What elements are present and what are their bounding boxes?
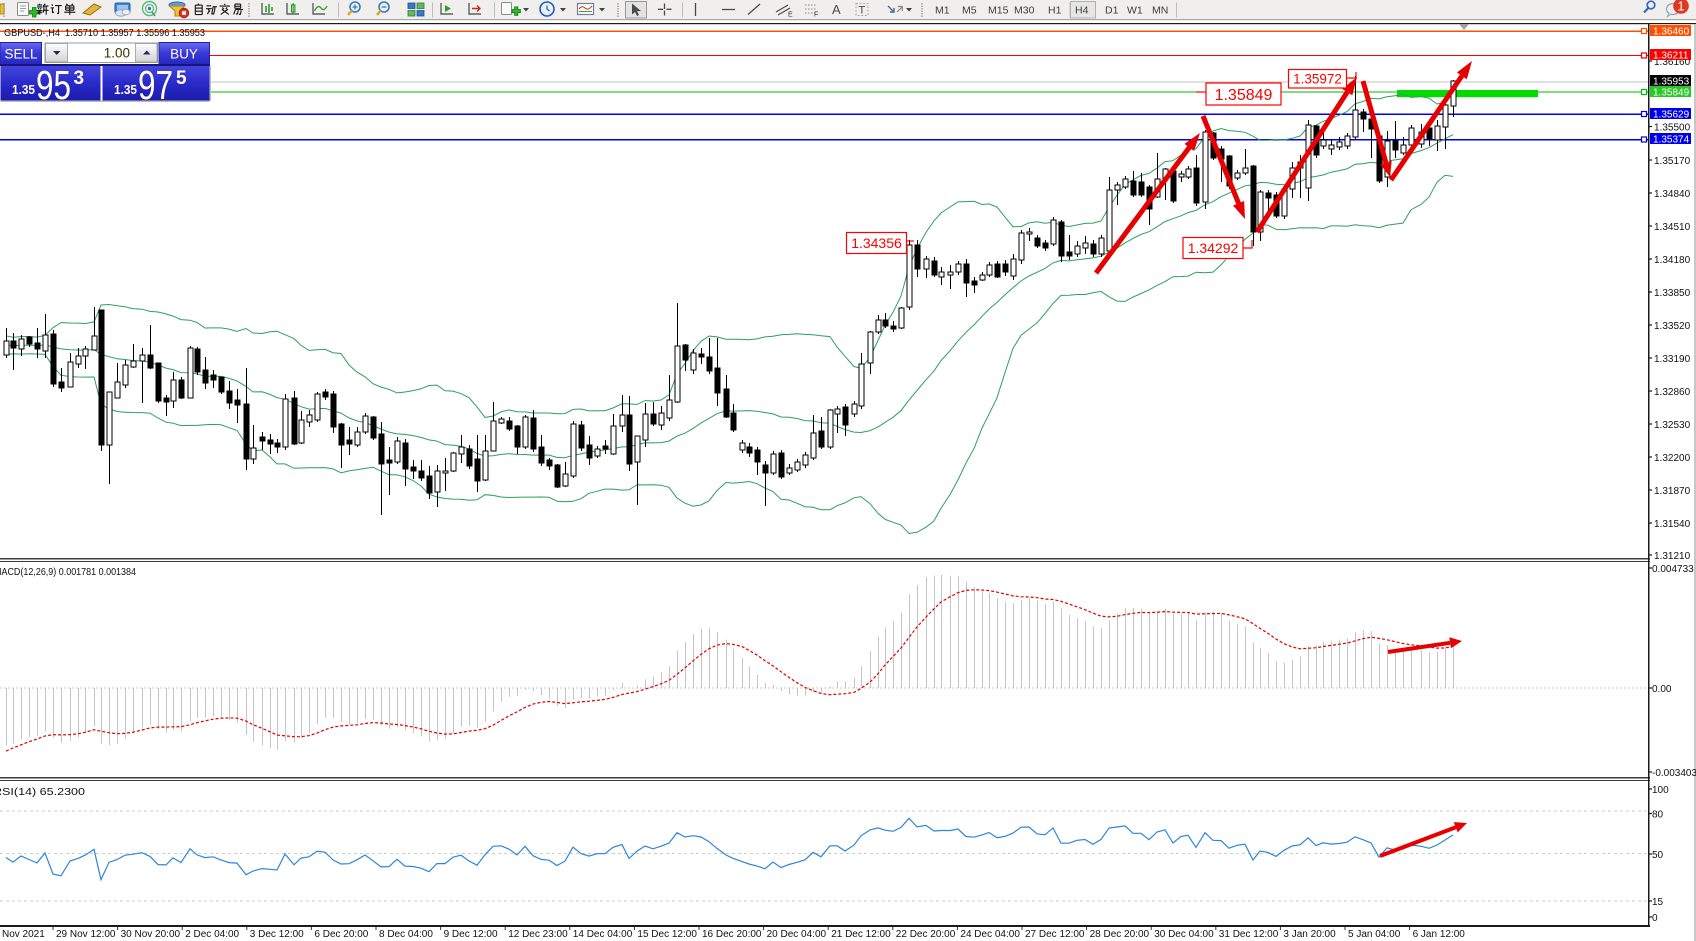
svg-text:1.35953: 1.35953 <box>1653 77 1690 88</box>
svg-text:1.33520: 1.33520 <box>1654 321 1691 332</box>
svg-text:50: 50 <box>1652 850 1664 861</box>
svg-text:1.34180: 1.34180 <box>1654 255 1691 266</box>
svg-text:MN: MN <box>1152 5 1168 17</box>
svg-text:E: E <box>788 12 793 19</box>
svg-text:9 Dec 12:00: 9 Dec 12:00 <box>444 929 498 940</box>
svg-text:1.34292: 1.34292 <box>1188 240 1239 256</box>
svg-text:1.34356: 1.34356 <box>851 235 902 251</box>
svg-text:1.00: 1.00 <box>104 46 130 61</box>
svg-text:31 Dec 12:00: 31 Dec 12:00 <box>1219 929 1279 940</box>
svg-text:1.36211: 1.36211 <box>1653 51 1689 62</box>
svg-text:MACD(12,26,9) 0.001781 0.00138: MACD(12,26,9) 0.001781 0.001384 <box>0 566 136 578</box>
svg-text:24 Dec 04:00: 24 Dec 04:00 <box>960 929 1020 940</box>
svg-text:Nov 2021: Nov 2021 <box>2 929 45 940</box>
svg-text:0: 0 <box>1652 913 1658 924</box>
svg-text:97: 97 <box>138 62 173 108</box>
svg-text:RSI(14) 65.2300: RSI(14) 65.2300 <box>0 786 85 798</box>
svg-text:T: T <box>859 5 866 17</box>
svg-text:D1: D1 <box>1105 5 1119 17</box>
svg-text:1.33190: 1.33190 <box>1654 354 1691 365</box>
svg-text:5 Jan 04:00: 5 Jan 04:00 <box>1348 929 1401 940</box>
svg-text:1: 1 <box>1678 0 1685 14</box>
svg-text:1.32530: 1.32530 <box>1654 420 1691 431</box>
svg-text:22 Dec 20:00: 22 Dec 20:00 <box>896 929 956 940</box>
svg-text:W1: W1 <box>1127 5 1143 17</box>
svg-text:H1: H1 <box>1048 5 1062 17</box>
svg-text:1.35500: 1.35500 <box>1654 123 1691 134</box>
svg-text:1.32200: 1.32200 <box>1654 453 1691 464</box>
svg-text:F: F <box>814 12 818 19</box>
svg-text:1.35849: 1.35849 <box>1215 87 1273 104</box>
svg-text:15: 15 <box>1652 897 1664 908</box>
svg-text:8 Dec 04:00: 8 Dec 04:00 <box>379 929 433 940</box>
svg-text:1.31210: 1.31210 <box>1654 551 1691 562</box>
svg-text:14 Dec 04:00: 14 Dec 04:00 <box>573 929 633 940</box>
svg-text:1.35: 1.35 <box>12 82 35 97</box>
svg-text:1.36160: 1.36160 <box>1654 57 1691 68</box>
svg-text:M5: M5 <box>962 5 977 17</box>
svg-text:1.35374: 1.35374 <box>1653 135 1690 146</box>
svg-text:20 Dec 04:00: 20 Dec 04:00 <box>767 929 827 940</box>
svg-text:30 Dec 04:00: 30 Dec 04:00 <box>1154 929 1214 940</box>
svg-text:30 Nov 20:00: 30 Nov 20:00 <box>121 929 181 940</box>
svg-text:1.33850: 1.33850 <box>1654 288 1691 299</box>
svg-text:5: 5 <box>176 68 187 89</box>
svg-text:1.31540: 1.31540 <box>1654 519 1691 530</box>
svg-text:SELL: SELL <box>4 47 38 62</box>
svg-text:1.32860: 1.32860 <box>1654 387 1691 398</box>
svg-text:0.004733: 0.004733 <box>1652 564 1694 575</box>
svg-text:95: 95 <box>36 62 71 108</box>
svg-text:1.35: 1.35 <box>114 82 137 97</box>
svg-text:21 Dec 12:00: 21 Dec 12:00 <box>831 929 891 940</box>
svg-text:M30: M30 <box>1014 5 1035 17</box>
svg-text:28 Dec 20:00: 28 Dec 20:00 <box>1090 929 1150 940</box>
svg-text:100: 100 <box>1652 785 1669 796</box>
svg-text:29 Nov 12:00: 29 Nov 12:00 <box>56 929 116 940</box>
svg-text:0.00: 0.00 <box>1652 684 1672 695</box>
svg-text:H4: H4 <box>1075 5 1089 17</box>
svg-text:M15: M15 <box>988 5 1009 17</box>
svg-text:M1: M1 <box>935 5 950 17</box>
svg-text:1.34510: 1.34510 <box>1654 222 1691 233</box>
svg-text:1.35629: 1.35629 <box>1653 110 1690 121</box>
svg-text:12 Dec 23:00: 12 Dec 23:00 <box>508 929 568 940</box>
svg-text:3 Jan 20:00: 3 Jan 20:00 <box>1283 929 1336 940</box>
svg-text:16 Dec 20:00: 16 Dec 20:00 <box>702 929 762 940</box>
svg-text:3 Dec 12:00: 3 Dec 12:00 <box>250 929 304 940</box>
svg-text:1.36460: 1.36460 <box>1653 27 1690 38</box>
svg-text:2 Dec 04:00: 2 Dec 04:00 <box>185 929 239 940</box>
svg-text:1.34840: 1.34840 <box>1654 189 1691 200</box>
svg-text:BUY: BUY <box>170 47 198 62</box>
svg-text:27 Dec 12:00: 27 Dec 12:00 <box>1025 929 1085 940</box>
svg-text:1.35170: 1.35170 <box>1654 156 1691 167</box>
svg-text:A: A <box>832 2 841 17</box>
svg-text:1.35972: 1.35972 <box>1293 72 1342 87</box>
svg-text:6 Jan 12:00: 6 Jan 12:00 <box>1413 929 1466 940</box>
svg-text:-0.003403: -0.003403 <box>1652 768 1696 779</box>
svg-text:1.31870: 1.31870 <box>1654 486 1691 497</box>
svg-text:3: 3 <box>74 68 85 89</box>
svg-text:6 Dec 20:00: 6 Dec 20:00 <box>314 929 368 940</box>
svg-text:15 Dec 12:00: 15 Dec 12:00 <box>637 929 697 940</box>
svg-text:GBPUSD-,H4 1.35710 1.35957 1.: GBPUSD-,H4 1.35710 1.35957 1.35596 1.359… <box>4 27 205 39</box>
svg-text:80: 80 <box>1652 810 1664 821</box>
svg-text:1.35849: 1.35849 <box>1653 88 1690 99</box>
